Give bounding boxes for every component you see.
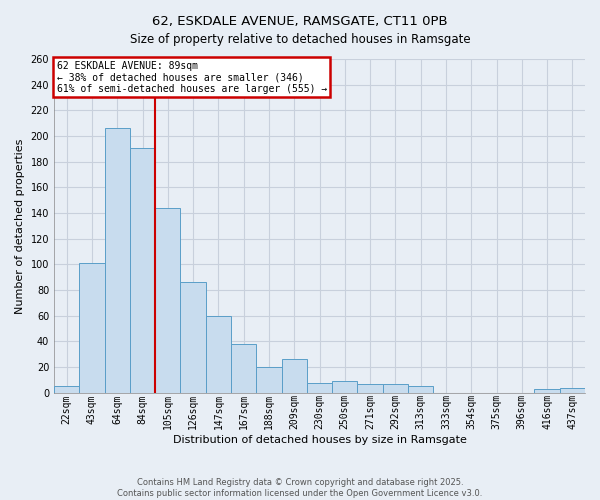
Bar [104, 128, 130, 393]
Bar [358, 384, 383, 393]
Bar [281, 360, 307, 393]
Bar [307, 382, 332, 393]
Bar [54, 386, 79, 393]
Bar [79, 263, 104, 393]
Bar [560, 388, 585, 393]
Bar [231, 344, 256, 393]
Y-axis label: Number of detached properties: Number of detached properties [15, 138, 25, 314]
Bar [535, 389, 560, 393]
Bar [155, 208, 181, 393]
Text: 62 ESKDALE AVENUE: 89sqm
← 38% of detached houses are smaller (346)
61% of semi-: 62 ESKDALE AVENUE: 89sqm ← 38% of detach… [56, 60, 327, 94]
Bar [332, 382, 358, 393]
Bar [408, 386, 433, 393]
Bar [181, 282, 206, 393]
Bar [206, 316, 231, 393]
Text: Size of property relative to detached houses in Ramsgate: Size of property relative to detached ho… [130, 32, 470, 46]
Bar [383, 384, 408, 393]
Bar [256, 367, 281, 393]
Bar [130, 148, 155, 393]
Text: 62, ESKDALE AVENUE, RAMSGATE, CT11 0PB: 62, ESKDALE AVENUE, RAMSGATE, CT11 0PB [152, 15, 448, 28]
X-axis label: Distribution of detached houses by size in Ramsgate: Distribution of detached houses by size … [173, 435, 466, 445]
Text: Contains HM Land Registry data © Crown copyright and database right 2025.
Contai: Contains HM Land Registry data © Crown c… [118, 478, 482, 498]
